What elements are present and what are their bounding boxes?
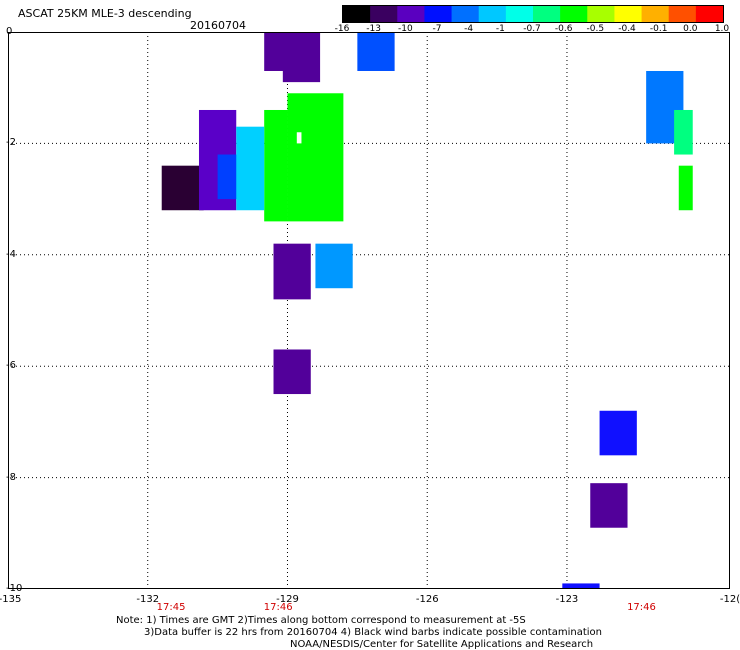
colorbar-swatch <box>370 6 398 22</box>
map-plot <box>8 32 730 589</box>
x-tick-label: -132 <box>136 594 160 605</box>
y-tick-label: -10 <box>6 583 23 594</box>
data-cell <box>599 410 637 456</box>
chart-date: 20160704 <box>190 19 246 32</box>
note-line-2: 3)Data buffer is 22 hrs from 20160704 4)… <box>144 627 602 638</box>
colorbar-swatch <box>587 6 615 22</box>
data-cell <box>273 349 311 395</box>
colorbar-swatch <box>668 6 697 22</box>
x-tick-label: -123 <box>555 594 579 605</box>
y-tick-label: -8 <box>6 471 16 483</box>
colorbar-swatch <box>614 6 643 22</box>
data-cell <box>674 109 693 155</box>
colorbar-tick-label: -4 <box>464 24 474 34</box>
colorbar-swatch <box>397 6 425 22</box>
y-tick-label: -4 <box>6 248 16 260</box>
colorbar-swatch <box>533 6 561 22</box>
time-label: 17:46 <box>627 602 656 613</box>
data-cell <box>678 165 693 211</box>
x-tick-label: -12( <box>719 594 740 605</box>
colorbar-tick-label: -1 <box>495 24 505 34</box>
colorbar-swatch <box>343 6 371 22</box>
data-cells <box>161 32 693 589</box>
time-label: 17:45 <box>156 602 186 613</box>
colorbar-swatch <box>560 6 588 22</box>
y-tick-label: 0 <box>6 26 13 37</box>
y-tick-label: -6 <box>6 360 16 372</box>
colorbar-tick-label: -0.7 <box>523 24 541 34</box>
data-cell <box>264 109 288 222</box>
time-label: 17:46 <box>263 602 293 613</box>
colorbar-tick-label: -13 <box>366 24 382 34</box>
colorbar-swatch <box>424 6 453 22</box>
y-tick-label: -2 <box>6 137 16 149</box>
data-cell <box>357 32 395 71</box>
data-cell <box>273 243 311 300</box>
colorbar-tick-label: -0.4 <box>618 24 636 34</box>
colorbar <box>342 5 724 23</box>
colorbar-swatch <box>451 6 480 22</box>
colorbar-tick-label: -16 <box>334 24 350 34</box>
colorbar-tick-label: 0.0 <box>683 24 698 34</box>
data-cell <box>282 32 321 83</box>
data-cell <box>315 243 353 289</box>
data-cell <box>296 132 302 144</box>
colorbar-swatch <box>695 6 723 22</box>
data-cell <box>161 165 204 211</box>
colorbar-tick-label: 1.0 <box>714 24 730 34</box>
colorbar-tick-label: -0.1 <box>649 24 668 34</box>
x-tick-label: -126 <box>415 594 439 605</box>
note-line-3: NOAA/NESDIS/Center for Satellite Applica… <box>290 639 594 650</box>
chart-title: ASCAT 25KM MLE-3 descending <box>18 7 192 20</box>
plot-border <box>8 32 730 589</box>
colorbar-labels: -16 -13 -10 -7 -4 -1 -0.7 -0.6 -0.5 -0.4 -0.1 0.0 1.… <box>334 24 730 36</box>
colorbar-tick-label: -0.5 <box>586 24 605 34</box>
colorbar-tick-label: -0.6 <box>554 24 573 34</box>
colorbar-swatch <box>505 6 534 22</box>
colorbar-swatch <box>478 6 507 22</box>
data-cell <box>590 483 628 528</box>
data-cell <box>562 583 600 589</box>
colorbar-swatch <box>641 6 670 22</box>
x-tick-label: -135 <box>0 594 22 605</box>
note-line-1: Note: 1) Times are GMT 2)Times along bot… <box>116 615 526 626</box>
data-cell <box>236 126 265 211</box>
x-tick-label: -129 <box>276 594 299 605</box>
data-cell <box>287 93 344 222</box>
colorbar-tick-label: -7 <box>432 24 442 34</box>
colorbar-tick-label: -10 <box>397 24 413 34</box>
